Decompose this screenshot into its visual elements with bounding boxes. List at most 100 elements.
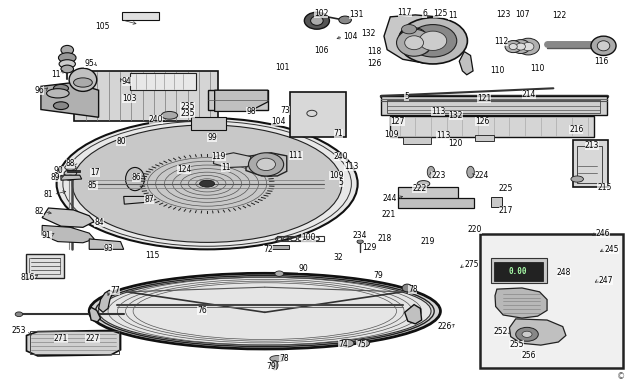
Ellipse shape <box>417 180 430 187</box>
Ellipse shape <box>398 18 467 64</box>
Ellipse shape <box>571 176 583 182</box>
Ellipse shape <box>509 44 517 49</box>
Ellipse shape <box>59 53 76 63</box>
Text: 76: 76 <box>197 306 207 315</box>
Text: 73: 73 <box>280 106 290 115</box>
Text: 112: 112 <box>494 37 508 46</box>
Ellipse shape <box>517 38 539 55</box>
Ellipse shape <box>357 240 364 244</box>
Ellipse shape <box>402 284 412 292</box>
Text: 110: 110 <box>530 65 544 74</box>
Text: 131: 131 <box>350 11 364 19</box>
Text: 123: 123 <box>496 10 510 19</box>
Polygon shape <box>215 90 268 112</box>
Text: 11: 11 <box>448 11 458 20</box>
Text: 271: 271 <box>54 334 68 343</box>
Bar <box>573 140 608 187</box>
Ellipse shape <box>522 331 532 337</box>
Text: 89: 89 <box>50 173 60 182</box>
Bar <box>576 146 602 183</box>
Ellipse shape <box>57 118 358 249</box>
Text: 79: 79 <box>266 362 276 371</box>
Ellipse shape <box>597 41 610 51</box>
Text: 109: 109 <box>384 130 398 139</box>
Ellipse shape <box>591 36 616 56</box>
Ellipse shape <box>275 271 284 276</box>
Ellipse shape <box>61 65 74 73</box>
Text: 255: 255 <box>510 340 524 349</box>
Ellipse shape <box>409 25 457 57</box>
Text: 124: 124 <box>177 165 192 174</box>
Text: 106: 106 <box>314 46 328 55</box>
Polygon shape <box>381 96 607 115</box>
Bar <box>403 137 431 144</box>
Text: 6: 6 <box>422 9 427 18</box>
Text: 115: 115 <box>145 251 159 260</box>
Text: 216: 216 <box>569 125 583 134</box>
Text: 222: 222 <box>413 184 427 193</box>
Text: 5: 5 <box>404 92 409 101</box>
Text: 104: 104 <box>271 117 285 126</box>
Ellipse shape <box>270 356 285 362</box>
Ellipse shape <box>54 102 69 110</box>
Ellipse shape <box>339 339 354 347</box>
Text: 234: 234 <box>353 231 367 240</box>
Text: 227: 227 <box>85 334 100 343</box>
Text: 113: 113 <box>431 107 445 116</box>
Ellipse shape <box>407 41 430 55</box>
Text: 95: 95 <box>84 59 94 68</box>
Ellipse shape <box>512 40 530 54</box>
Text: 245: 245 <box>605 245 619 254</box>
Text: 79: 79 <box>373 271 383 280</box>
Ellipse shape <box>74 78 93 87</box>
Text: 221: 221 <box>381 210 395 219</box>
Text: 80: 80 <box>116 137 126 146</box>
Ellipse shape <box>256 158 275 170</box>
Text: 244: 244 <box>382 194 396 203</box>
Text: 132: 132 <box>449 111 463 120</box>
Bar <box>26 254 64 277</box>
Text: 127: 127 <box>391 117 404 126</box>
Text: 226: 226 <box>437 322 452 331</box>
Text: 90: 90 <box>298 264 308 273</box>
Polygon shape <box>61 175 82 180</box>
Ellipse shape <box>64 170 77 176</box>
Text: 99: 99 <box>207 133 217 142</box>
Ellipse shape <box>516 328 538 341</box>
Text: 246: 246 <box>596 229 610 238</box>
Bar <box>387 100 600 113</box>
Text: 77: 77 <box>110 286 120 295</box>
Text: 275: 275 <box>464 260 479 269</box>
Bar <box>209 90 268 110</box>
Text: 100: 100 <box>301 233 316 242</box>
Text: 224: 224 <box>475 172 490 180</box>
Ellipse shape <box>516 43 525 50</box>
Ellipse shape <box>404 36 423 50</box>
Text: 240: 240 <box>149 115 163 124</box>
Polygon shape <box>89 239 123 249</box>
Bar <box>475 135 494 141</box>
Text: 120: 120 <box>449 139 463 148</box>
Ellipse shape <box>47 89 69 98</box>
Ellipse shape <box>401 28 426 45</box>
Text: 214: 214 <box>522 90 536 99</box>
Text: 220: 220 <box>467 225 482 234</box>
Ellipse shape <box>272 361 278 370</box>
Text: 17: 17 <box>91 168 100 177</box>
Text: 71: 71 <box>334 129 343 138</box>
Ellipse shape <box>66 175 76 180</box>
Text: 816: 816 <box>20 273 35 282</box>
Text: 110: 110 <box>491 67 505 75</box>
Polygon shape <box>123 196 147 204</box>
Text: 219: 219 <box>420 237 435 246</box>
Ellipse shape <box>69 68 97 91</box>
Text: 132: 132 <box>361 28 375 38</box>
Text: 129: 129 <box>362 243 376 252</box>
Text: 90: 90 <box>53 166 63 175</box>
Polygon shape <box>495 288 547 318</box>
Text: 235: 235 <box>180 102 195 111</box>
Bar <box>277 236 324 241</box>
Text: 72: 72 <box>263 245 273 254</box>
Text: 225: 225 <box>499 184 513 193</box>
Text: 87: 87 <box>144 194 154 203</box>
